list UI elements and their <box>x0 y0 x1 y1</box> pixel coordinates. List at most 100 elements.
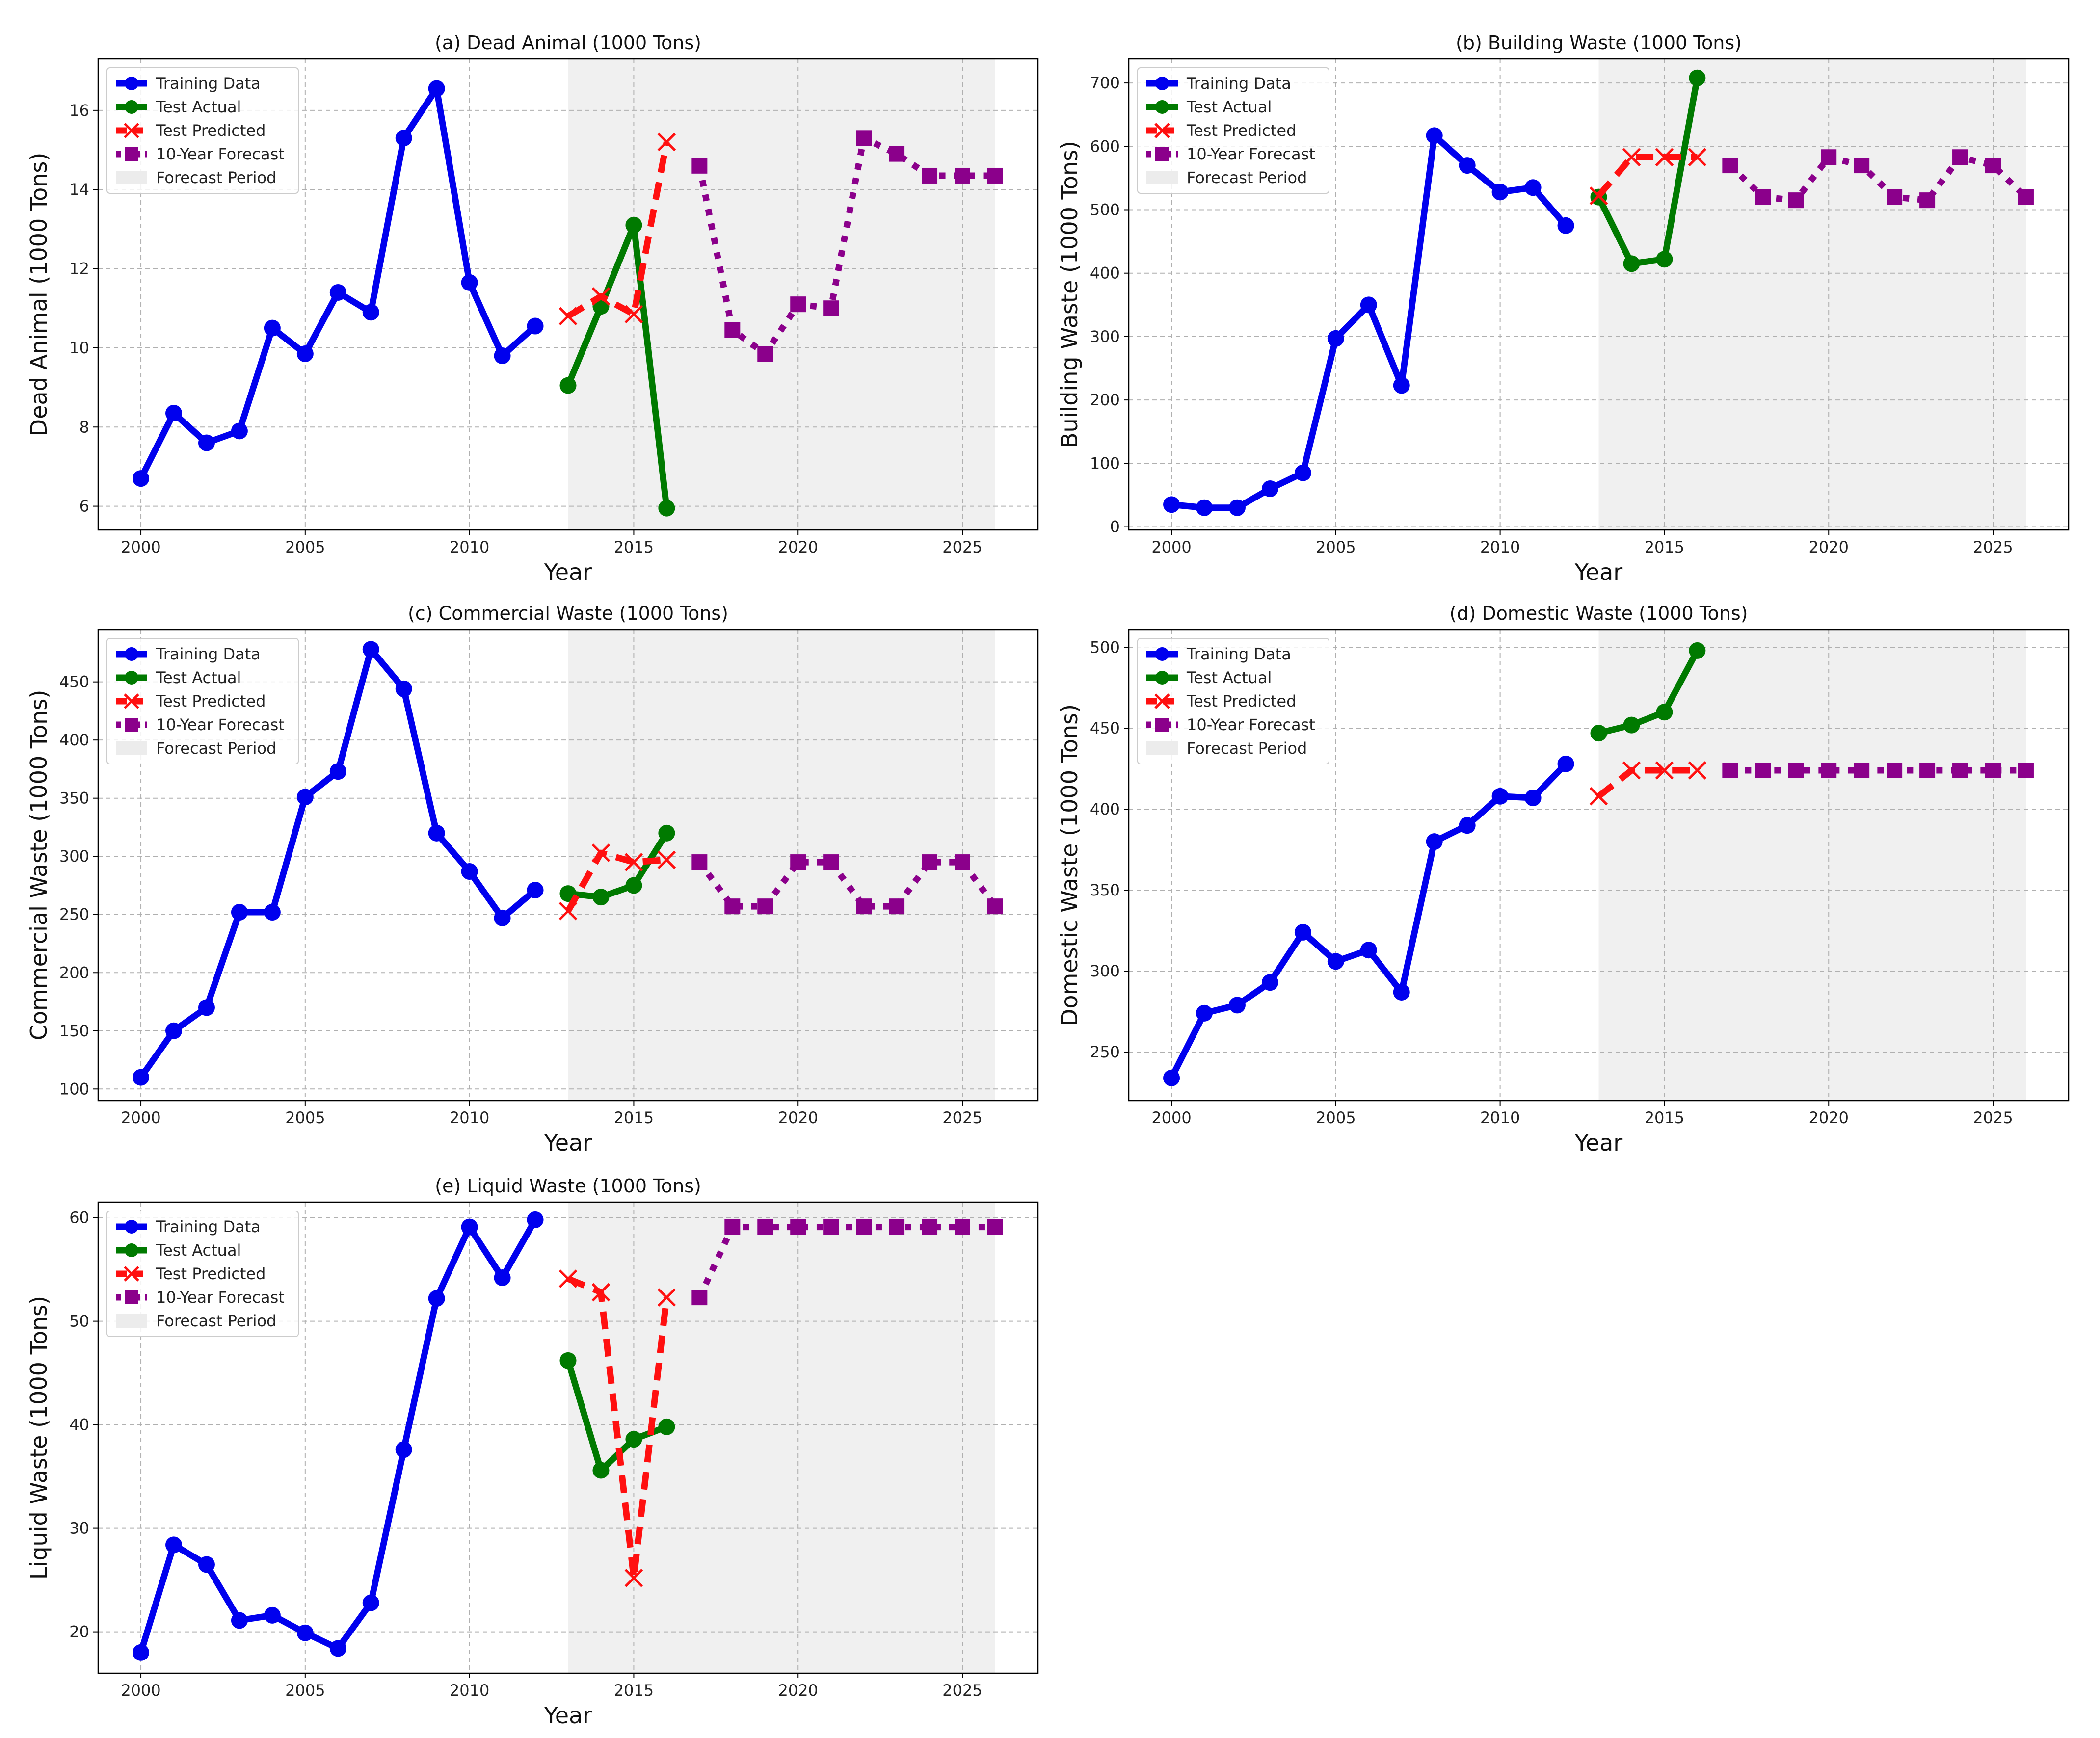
y-tick-label: 250 <box>1090 1043 1120 1061</box>
legend-handle-marker <box>124 693 139 709</box>
legend-box <box>106 1211 299 1337</box>
plot-frame <box>1128 58 2070 531</box>
legend-label: Test Actual <box>1186 98 1272 116</box>
data-point <box>1655 148 1674 167</box>
legend-label: 10-Year Forecast <box>1187 715 1315 734</box>
data-point <box>954 1219 970 1235</box>
series-line <box>565 849 667 913</box>
legend-handle-marker <box>125 1290 138 1304</box>
y-axis-label: Commercial Waste (1000 Tons) <box>26 690 52 1041</box>
data-point <box>264 904 281 921</box>
y-tick-label: 500 <box>1090 638 1120 657</box>
plot-frame <box>1128 629 2070 1102</box>
data-point <box>558 1269 578 1288</box>
data-point <box>691 854 708 870</box>
legend-handle-band <box>1146 741 1178 755</box>
legend-handle-marker <box>124 1266 139 1282</box>
plot-frame <box>97 1201 1039 1674</box>
data-point <box>1459 817 1476 834</box>
data-point <box>625 1431 642 1448</box>
data-point <box>395 1441 412 1458</box>
legend-handle-marker <box>124 123 139 138</box>
data-point <box>198 1556 215 1573</box>
y-tick-label: 400 <box>1090 264 1120 283</box>
data-point <box>1622 148 1641 167</box>
y-tick-label: 300 <box>59 847 89 866</box>
y-tick-label: 700 <box>1090 74 1120 92</box>
legend-label: Test Actual <box>156 1241 241 1260</box>
data-point <box>264 1606 281 1624</box>
legend-label: Forecast Period <box>156 168 276 187</box>
data-point <box>1919 763 1936 779</box>
data-point <box>658 824 675 842</box>
data-point <box>856 1219 872 1235</box>
x-tick-label: 2020 <box>778 1108 818 1127</box>
x-tick-label: 2010 <box>450 1681 489 1700</box>
plot-frame <box>97 58 1039 531</box>
series-forecast <box>691 130 1003 362</box>
data-point <box>1163 496 1180 513</box>
data-point <box>1426 833 1443 850</box>
data-point <box>724 898 741 915</box>
data-point <box>1426 127 1443 144</box>
x-tick-label: 2000 <box>121 1108 160 1127</box>
legend-label: Training Data <box>156 1217 261 1236</box>
data-point <box>592 889 610 906</box>
legend-handle-marker <box>1155 718 1169 732</box>
series-line <box>566 141 670 319</box>
data-point <box>1557 217 1574 234</box>
series-line <box>1595 647 1701 737</box>
data-point <box>133 470 150 487</box>
data-point <box>527 1211 544 1228</box>
x-tick-label: 2025 <box>1973 538 2013 556</box>
legend-handle-band <box>116 171 147 184</box>
x-axis-label: Year <box>544 1130 592 1156</box>
data-point <box>461 274 478 291</box>
legend-handle-marker <box>125 671 138 685</box>
chart-title: (c) Commercial Waste (1000 Tons) <box>408 603 728 624</box>
data-point <box>1491 788 1509 805</box>
legend-label: Test Predicted <box>1186 121 1296 140</box>
series-line <box>1596 154 1698 198</box>
legend-handle-marker <box>125 718 138 732</box>
data-point <box>1524 790 1542 807</box>
data-point <box>1393 983 1410 1001</box>
data-point <box>624 853 643 871</box>
data-point <box>461 1218 478 1236</box>
y-axis-label: Building Waste (1000 Tons) <box>1056 141 1083 448</box>
series-forecast <box>1722 763 2034 779</box>
data-point <box>1656 251 1673 268</box>
series-line <box>696 134 995 357</box>
data-point <box>1689 69 1706 86</box>
x-tick-label: 2015 <box>614 538 654 556</box>
data-point <box>624 305 643 324</box>
data-point <box>1887 189 1903 205</box>
data-point <box>231 422 248 440</box>
x-tick-label: 2020 <box>778 538 818 556</box>
x-tick-label: 2015 <box>614 1681 654 1700</box>
legend-label: Test Actual <box>156 668 241 687</box>
chart-panel-3: 2000 2005 2010 2015 2020 2025 250 300 350 400 450 5… <box>1056 603 2070 1156</box>
legend-handle-band <box>1146 171 1178 184</box>
legend-label: Training Data <box>156 645 261 663</box>
data-point <box>1689 642 1706 659</box>
legend-handle-marker <box>1155 647 1169 661</box>
chart-panel-2: 2000 2005 2010 2015 2020 2025 100 150 200 250 300 3… <box>26 603 1039 1156</box>
data-point <box>1261 974 1278 991</box>
legend-handle-marker <box>1154 123 1170 138</box>
data-point <box>1688 761 1707 780</box>
x-tick-label: 2010 <box>1480 538 1520 556</box>
data-point <box>1623 255 1640 272</box>
legend-label: Test Predicted <box>156 121 266 140</box>
data-point <box>757 1219 773 1235</box>
data-point <box>1294 464 1311 481</box>
legend-box <box>106 67 299 194</box>
y-tick-label: 100 <box>59 1080 89 1098</box>
series-forecast <box>691 1219 1003 1306</box>
legend-label: Forecast Period <box>156 1312 276 1330</box>
data-point <box>954 167 970 184</box>
data-point <box>559 377 577 394</box>
x-tick-label: 2005 <box>1316 538 1356 556</box>
data-point <box>296 345 314 363</box>
legend-label: Test Actual <box>1186 668 1272 687</box>
